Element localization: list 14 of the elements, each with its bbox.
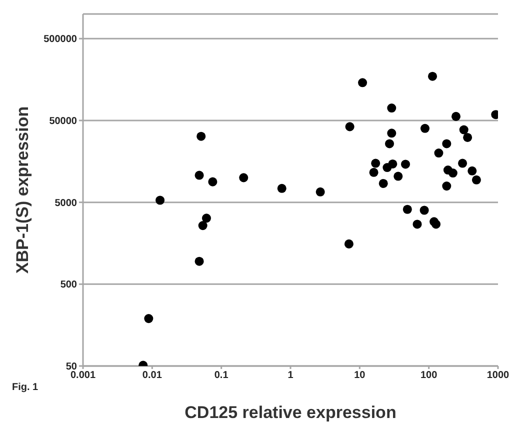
x-tick-label: 100: [420, 370, 438, 382]
y-axis-title: XBP-1(S) expression: [13, 106, 32, 274]
x-tick-label: 10: [354, 370, 366, 382]
x-tick-label: 1: [288, 370, 294, 382]
x-tick-label: 0.001: [70, 370, 96, 382]
caption: Fig. 1: [12, 382, 38, 393]
y-tick-label: 500: [60, 280, 78, 291]
y-tick-label: 50000: [49, 116, 78, 128]
y-tick-label: 5000: [54, 198, 78, 209]
x-tick-label: 0.1: [214, 370, 229, 382]
x-tick-label: 1000: [486, 370, 510, 382]
x-tick-label: 0.01: [142, 370, 162, 382]
y-tick-label: 500000: [44, 34, 78, 46]
x-axis-title: CD125 relative expression: [184, 403, 396, 422]
